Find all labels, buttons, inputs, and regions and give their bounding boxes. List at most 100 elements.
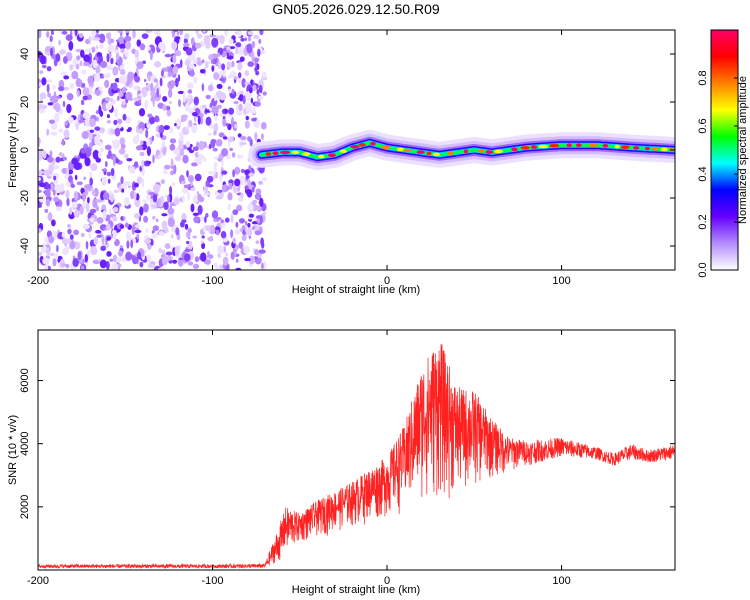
noise-speckle	[65, 263, 70, 269]
noise-speckle	[158, 231, 165, 237]
noise-speckle	[122, 113, 127, 121]
noise-speckle	[170, 214, 174, 219]
y-tick-label: -20	[19, 190, 31, 206]
noise-speckle	[173, 164, 177, 175]
noise-speckle	[186, 125, 190, 130]
noise-speckle	[106, 171, 112, 177]
noise-speckle	[83, 176, 87, 180]
snr-x-label: Height of straight line (km)	[292, 584, 420, 596]
noise-speckle	[194, 173, 202, 182]
noise-speckle	[112, 82, 118, 91]
noise-speckle	[95, 65, 101, 74]
noise-speckle	[113, 49, 119, 54]
noise-speckle	[105, 74, 110, 79]
noise-speckle	[66, 198, 70, 207]
noise-speckle	[70, 184, 76, 188]
noise-speckle	[139, 151, 145, 157]
noise-speckle	[254, 132, 258, 141]
noise-speckle	[82, 95, 89, 101]
noise-speckle	[85, 38, 90, 45]
noise-speckle	[235, 221, 239, 228]
noise-speckle	[215, 171, 219, 179]
noise-speckle	[188, 63, 195, 69]
noise-speckle	[230, 229, 234, 239]
noise-speckle	[90, 163, 98, 172]
noise-speckle	[155, 184, 161, 188]
noise-speckle	[196, 191, 200, 195]
noise-speckle	[161, 220, 168, 230]
noise-speckle	[96, 217, 104, 224]
noise-speckle	[190, 187, 196, 192]
noise-speckle	[95, 199, 103, 203]
noise-speckle	[55, 53, 61, 62]
noise-speckle	[80, 232, 85, 238]
colorbar-label: Normalized spectral amplitude	[737, 76, 749, 224]
noise-speckle	[207, 84, 214, 92]
noise-speckle	[159, 195, 165, 204]
noise-speckle	[202, 224, 206, 233]
noise-speckle	[200, 252, 207, 262]
signal-hotspot	[614, 144, 620, 149]
signal-hotspot	[291, 150, 300, 155]
noise-speckle	[141, 159, 145, 170]
noise-speckle	[247, 61, 254, 67]
noise-speckle	[215, 139, 223, 147]
noise-speckle	[171, 182, 176, 187]
noise-speckle	[114, 127, 121, 137]
noise-speckle	[207, 250, 210, 257]
noise-speckle	[138, 108, 146, 117]
noise-speckle	[112, 254, 118, 263]
noise-speckle	[85, 147, 92, 158]
noise-speckle	[205, 116, 212, 126]
noise-speckle	[239, 94, 244, 102]
noise-speckle	[240, 38, 245, 42]
colorbar-fill	[711, 30, 738, 270]
noise-speckle	[208, 132, 212, 136]
signal-hotspot	[416, 150, 425, 154]
noise-speckle	[50, 30, 55, 35]
noise-speckle	[225, 217, 230, 223]
noise-speckle	[217, 157, 223, 162]
noise-speckle	[155, 218, 159, 223]
noise-speckle	[166, 109, 172, 117]
noise-speckle	[124, 35, 132, 42]
noise-speckle	[51, 219, 56, 227]
noise-speckle	[92, 198, 98, 208]
noise-speckle	[169, 143, 176, 151]
noise-speckle	[174, 245, 180, 256]
noise-speckle	[217, 189, 223, 193]
noise-speckle	[80, 113, 83, 124]
noise-speckle	[101, 234, 105, 245]
signal-hotspot	[549, 143, 560, 148]
noise-speckle	[212, 147, 218, 152]
noise-speckle	[150, 82, 154, 92]
noise-speckle	[238, 196, 242, 202]
noise-speckle	[39, 70, 44, 74]
noise-speckle	[141, 178, 145, 188]
noise-speckle	[193, 76, 198, 84]
noise-speckle	[258, 180, 263, 185]
noise-speckle	[255, 215, 263, 220]
noise-speckle	[129, 97, 133, 101]
noise-speckle	[175, 227, 180, 236]
noise-speckle	[239, 56, 245, 62]
noise-speckle	[135, 193, 140, 201]
noise-speckle	[110, 168, 115, 177]
noise-speckle	[38, 137, 41, 147]
noise-speckle	[171, 234, 174, 239]
noise-speckle	[211, 65, 215, 72]
noise-speckle	[80, 148, 87, 154]
noise-speckle	[127, 185, 131, 189]
noise-speckle	[162, 104, 167, 111]
noise-speckle	[179, 133, 184, 142]
noise-speckle	[253, 34, 260, 40]
noise-speckle	[54, 253, 59, 261]
noise-speckle	[179, 30, 183, 36]
noise-speckle	[164, 243, 171, 250]
noise-speckle	[244, 70, 250, 77]
noise-speckle	[135, 145, 144, 151]
noise-speckle	[192, 146, 199, 151]
noise-speckle	[80, 265, 85, 270]
noise-speckle	[55, 102, 61, 113]
noise-speckle	[255, 240, 260, 244]
